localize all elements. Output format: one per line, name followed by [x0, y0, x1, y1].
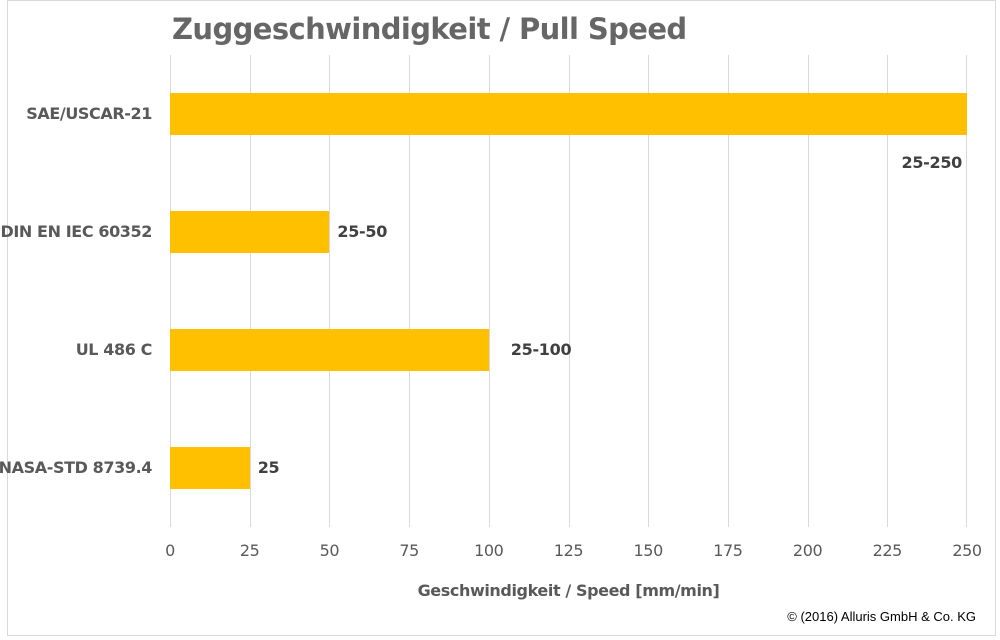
- data-label: 25-250: [901, 153, 962, 172]
- gridline: [170, 55, 171, 527]
- plot-area: 25-250 25-50 25-100 25: [170, 55, 967, 527]
- data-label: 25-100: [510, 340, 572, 359]
- bar[interactable]: [170, 93, 967, 135]
- gridline: [249, 55, 251, 527]
- x-tick-label: 100: [474, 541, 504, 560]
- x-tick-label: 150: [633, 541, 664, 560]
- chart-title: Zuggeschwindigkeit / Pull Speed: [172, 12, 687, 46]
- x-tick-label: 200: [792, 541, 823, 560]
- x-tick-label: 0: [165, 541, 175, 560]
- gridline: [966, 55, 967, 527]
- x-tick-label: 125: [553, 541, 584, 560]
- gridline: [807, 55, 809, 527]
- bar[interactable]: [170, 211, 330, 253]
- x-tick-label: 225: [872, 541, 903, 560]
- data-label: 25-50: [337, 222, 388, 241]
- bar[interactable]: [170, 447, 250, 489]
- category-label: DIN EN IEC 60352: [0, 222, 152, 241]
- bar[interactable]: [170, 329, 489, 371]
- gridline: [887, 55, 889, 527]
- x-tick-label: 250: [952, 541, 982, 560]
- x-tick-label: 25: [239, 541, 260, 560]
- gridline: [568, 55, 570, 527]
- gridline: [329, 55, 331, 527]
- gridline: [488, 55, 490, 527]
- gridline: [727, 55, 729, 527]
- gridline: [648, 55, 650, 527]
- category-label: UL 486 C: [75, 340, 153, 359]
- x-tick-label: 50: [319, 541, 340, 560]
- category-label: SAE/USCAR-21: [26, 104, 152, 123]
- data-label: 25: [257, 458, 280, 477]
- category-label: NASA-STD 8739.4: [0, 458, 152, 477]
- gridline: [409, 55, 411, 527]
- x-axis-title: Geschwindigkeit / Speed [mm/min]: [417, 581, 720, 600]
- copyright-notice: © (2016) Alluris GmbH & Co. KG: [787, 609, 976, 624]
- x-tick-label: 75: [399, 541, 419, 560]
- x-tick-label: 175: [713, 541, 743, 560]
